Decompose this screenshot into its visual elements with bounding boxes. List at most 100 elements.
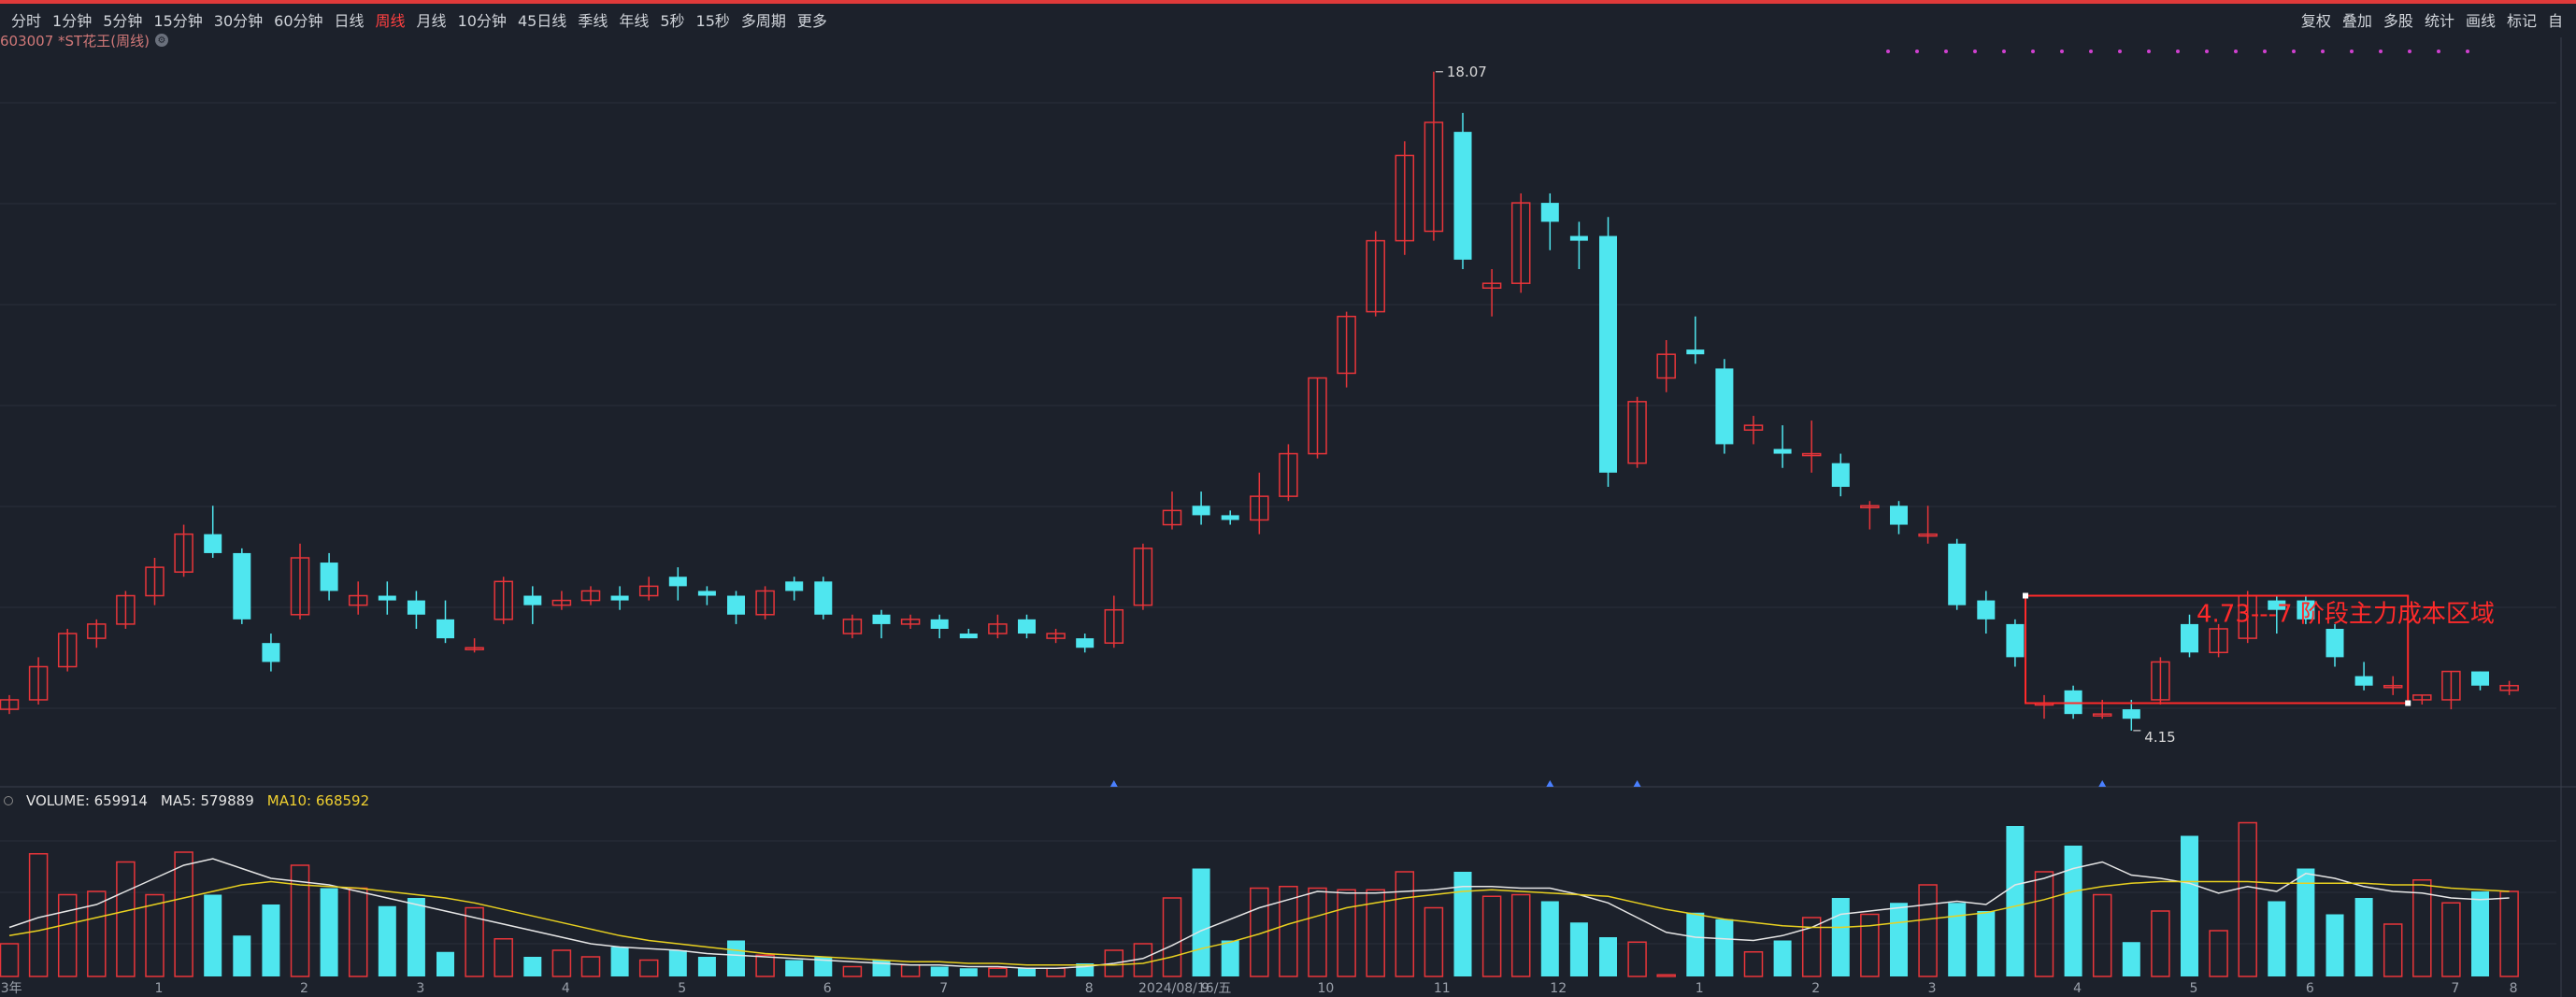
candle-down xyxy=(1221,515,1239,520)
volume-bar-up xyxy=(1627,941,1647,977)
candle-up xyxy=(465,647,484,650)
candle-down xyxy=(262,643,280,662)
period-tab[interactable]: 周线 xyxy=(375,12,406,30)
event-marker xyxy=(1546,780,1554,787)
tool-button[interactable]: 叠加 xyxy=(2341,12,2372,30)
event-marker xyxy=(1109,780,1118,787)
candle-down xyxy=(727,595,745,615)
period-tab[interactable]: 60分钟 xyxy=(274,12,323,30)
candle-down xyxy=(872,614,891,624)
x-tick-label: 5 xyxy=(2190,981,2198,996)
volume-bar-up xyxy=(2412,879,2432,977)
candle-down xyxy=(930,619,949,629)
x-tick-label: 2 xyxy=(1811,981,1820,996)
candle-down xyxy=(2122,709,2140,719)
volume-bar-up xyxy=(0,943,20,977)
candle-up xyxy=(348,594,368,606)
candle-up xyxy=(1366,239,1385,313)
volume-bar-down xyxy=(2297,868,2315,976)
candle-up xyxy=(28,665,49,701)
period-tab[interactable]: 多周期 xyxy=(740,12,786,30)
period-tab[interactable]: 月线 xyxy=(416,12,447,30)
candle-up xyxy=(2383,685,2403,689)
candle-down xyxy=(1977,600,1996,620)
volume-value: VOLUME: 659914 xyxy=(26,792,148,809)
period-tab[interactable]: 年线 xyxy=(619,12,650,30)
candle-up xyxy=(116,594,136,625)
candle-up xyxy=(2412,694,2432,701)
period-tab[interactable]: 45日线 xyxy=(517,12,567,30)
tool-button[interactable]: 标记 xyxy=(2506,12,2537,30)
volume-bar-up xyxy=(145,893,165,977)
volume-bar-down xyxy=(2006,826,2025,976)
candle-down xyxy=(204,534,222,553)
volume-bar-up xyxy=(465,906,484,977)
volume-bar-up xyxy=(87,890,107,977)
period-tab[interactable]: 日线 xyxy=(334,12,365,30)
period-tab[interactable]: 5秒 xyxy=(660,12,685,30)
tool-button[interactable]: 画线 xyxy=(2465,12,2496,30)
candle-up xyxy=(2092,713,2112,717)
candle-up xyxy=(551,599,572,606)
candle-up xyxy=(1279,452,1298,497)
volume-bar-up xyxy=(1424,906,1444,977)
period-tab[interactable]: 更多 xyxy=(796,12,827,30)
volume-bar-up xyxy=(551,949,572,977)
candle-down xyxy=(814,581,833,615)
period-tab[interactable]: 季线 xyxy=(578,12,608,30)
candle-down xyxy=(2268,600,2286,610)
signal-dot xyxy=(1973,50,1977,53)
tool-button[interactable]: 统计 xyxy=(2424,12,2454,30)
low-price-label: 4.15 xyxy=(2144,729,2175,746)
candle-down xyxy=(959,634,978,639)
volume-bar-up xyxy=(580,956,601,977)
candle-up xyxy=(494,580,513,620)
signal-dot xyxy=(2060,50,2064,53)
period-tab[interactable]: 分时 xyxy=(11,12,42,30)
annotation-box xyxy=(2025,594,2410,705)
volume-toggle-icon[interactable] xyxy=(4,796,13,805)
period-toolbar: 分时 1分钟 5分钟 15分钟 30分钟 60分钟 日线 周线 月线 10分钟 45日线 季线 年线 5秒… xyxy=(0,6,2576,34)
volume-bar-down xyxy=(814,957,833,976)
x-tick-label: 4 xyxy=(562,981,570,996)
x-tick-label: 6 xyxy=(823,981,832,996)
signal-dot xyxy=(2031,50,2035,53)
candle-up xyxy=(638,585,659,597)
candle-up xyxy=(174,533,193,573)
volume-bar-down xyxy=(1831,898,1850,976)
settings-icon[interactable]: ⚙ xyxy=(154,34,168,47)
x-tick-label: 3 xyxy=(1928,981,1937,996)
tool-button[interactable]: 多股 xyxy=(2383,12,2413,30)
candle-up xyxy=(1250,495,1269,521)
candle-down xyxy=(1948,543,1967,605)
signal-dot xyxy=(2321,50,2325,53)
period-tab[interactable]: 15秒 xyxy=(695,12,730,30)
x-tick-label: 4 xyxy=(2073,981,2082,996)
period-tab[interactable]: 30分钟 xyxy=(213,12,264,30)
x-tick-label: 1 xyxy=(155,981,164,996)
candle-up xyxy=(2151,661,2170,701)
period-tab[interactable]: 10分钟 xyxy=(457,12,507,30)
volume-bar-up xyxy=(494,938,513,977)
candle-up xyxy=(0,699,20,710)
tool-button[interactable]: 自 xyxy=(2547,12,2563,30)
x-tick-label: 5 xyxy=(678,981,686,996)
candle-up xyxy=(900,619,921,625)
tool-list: 复权 叠加 多股 统计 画线 标记自 xyxy=(2296,6,2569,34)
candle-down xyxy=(610,595,629,601)
period-tab[interactable]: 1分钟 xyxy=(52,12,93,30)
tool-button[interactable]: 复权 xyxy=(2300,12,2331,30)
volume-bar-up xyxy=(1279,886,1298,977)
candle-down xyxy=(2006,623,2025,658)
candle-down xyxy=(1453,132,1472,260)
candle-up xyxy=(842,619,863,634)
stock-label: 603007 *ST花王(周线) xyxy=(0,32,150,50)
annotation-text: 4.73---7 阶段主力成本区域 xyxy=(2197,601,2495,629)
volume-bar-down xyxy=(2181,835,2198,976)
signal-dot xyxy=(2408,50,2411,53)
period-tab[interactable]: 15分钟 xyxy=(153,12,203,30)
signal-dot xyxy=(2089,50,2093,53)
signal-dot xyxy=(2350,50,2354,53)
period-tab[interactable]: 5分钟 xyxy=(103,12,143,30)
